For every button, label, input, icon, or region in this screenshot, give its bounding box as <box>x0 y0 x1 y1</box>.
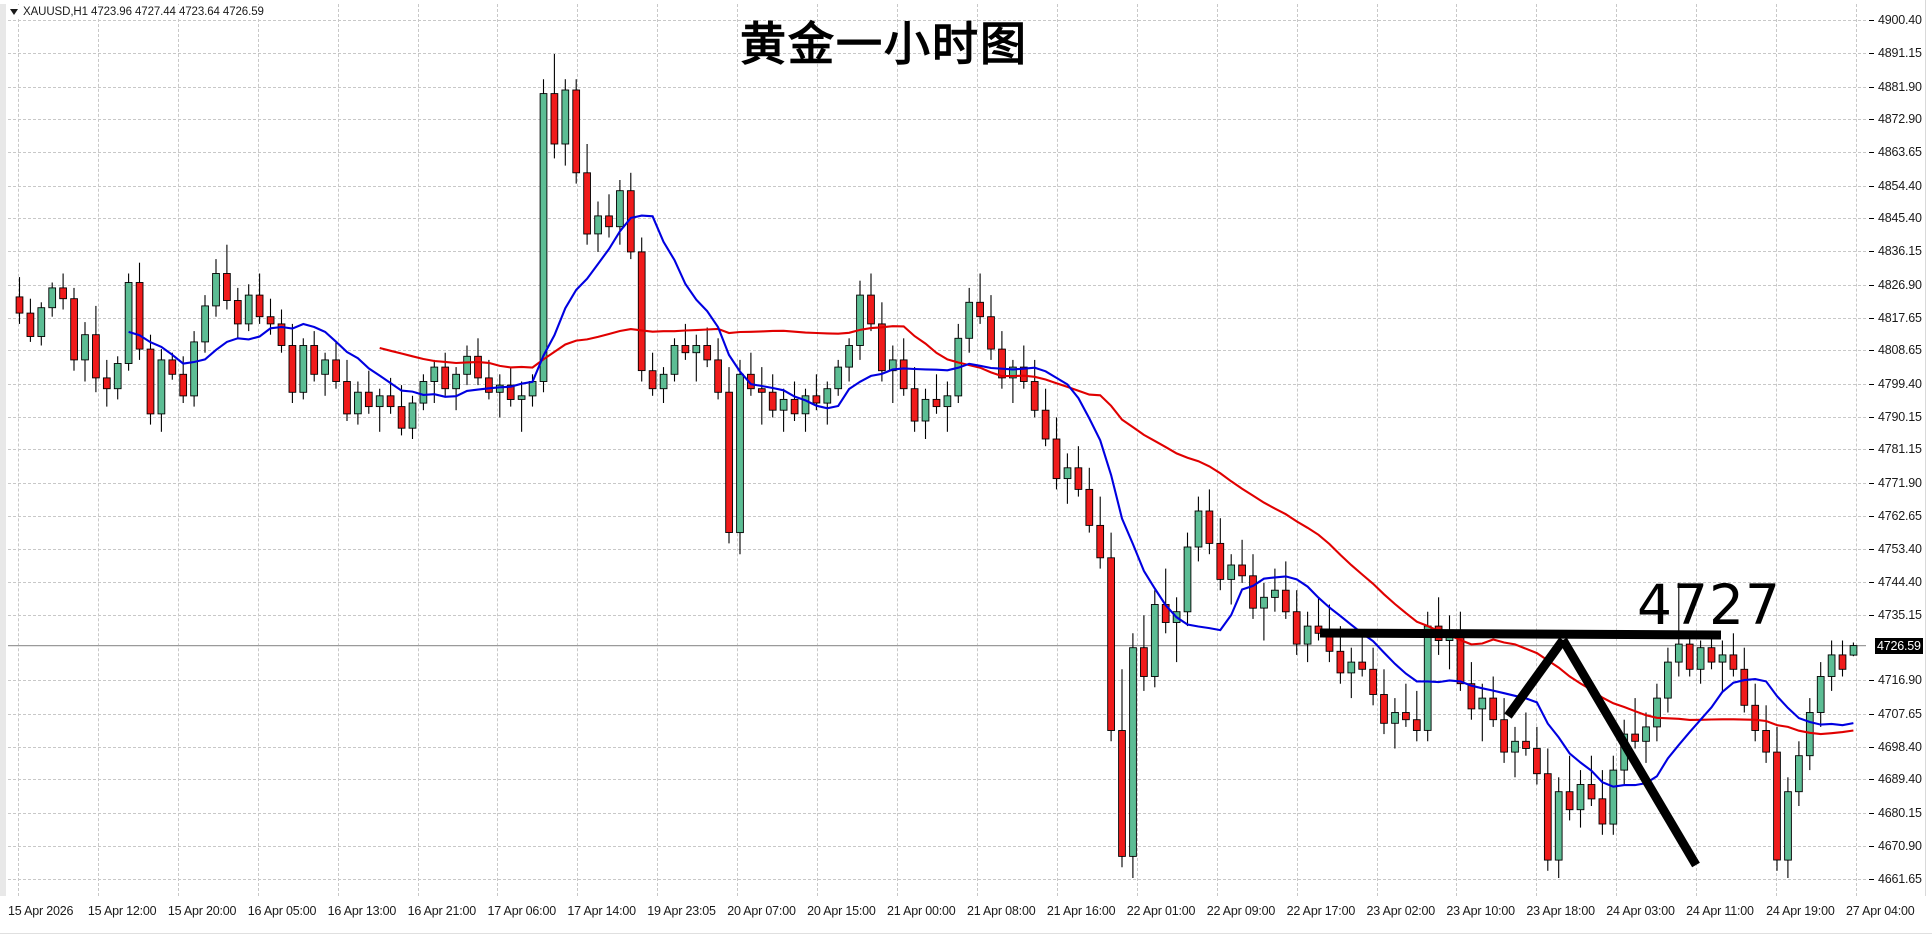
price-axis-tick <box>1869 449 1874 451</box>
price-axis-tick <box>1869 779 1874 781</box>
price-axis-tick <box>1869 317 1874 319</box>
time-axis-tick-label: 23 Apr 02:00 <box>1366 904 1436 918</box>
symbol-ohlc-text: XAUUSD,H1 4723.96 4727.44 4723.64 4726.5… <box>23 6 264 18</box>
time-axis-tick-label: 27 Apr 04:00 <box>1846 904 1915 918</box>
price-axis-tick-label: 4872.90 <box>1878 112 1922 127</box>
time-axis-tick-label: 23 Apr 10:00 <box>1446 904 1515 918</box>
price-axis-tick <box>1869 383 1874 385</box>
price-axis-tick-label: 4799.40 <box>1878 376 1922 391</box>
price-axis-tick <box>1869 482 1874 484</box>
price-axis-tick-label: 4836.15 <box>1878 244 1922 259</box>
price-axis-tick <box>1869 614 1874 616</box>
time-axis-tick-label: 17 Apr 14:00 <box>567 904 636 918</box>
time-axis-tick-label: 23 Apr 18:00 <box>1526 904 1595 918</box>
time-axis-tick-label: 15 Apr 12:00 <box>87 904 157 918</box>
price-axis-tick <box>1869 713 1874 715</box>
price-axis-tick <box>1869 680 1874 682</box>
price-axis-tick-label: 4771.90 <box>1878 475 1922 490</box>
time-axis-tick-label: 24 Apr 03:00 <box>1606 904 1675 918</box>
left-gutter <box>0 4 6 896</box>
price-axis-tick-label: 4854.40 <box>1878 178 1922 193</box>
triangle-down-icon[interactable] <box>10 9 18 15</box>
page-title: 黄金一小时图 <box>740 17 1028 71</box>
price-axis-tick-label: 4863.65 <box>1878 145 1922 160</box>
price-axis-tick-label: 4735.15 <box>1878 607 1922 622</box>
moving-average-layer <box>128 214 1854 788</box>
axis-right-edge <box>1925 0 1926 896</box>
time-axis-tick-label: 22 Apr 09:00 <box>1206 904 1276 918</box>
price-axis-tick <box>1869 86 1874 88</box>
price-axis-tick-label: 4891.15 <box>1878 46 1922 61</box>
price-axis-tick <box>1869 152 1874 154</box>
price-axis-tick <box>1869 20 1874 22</box>
time-axis-tick-label: 17 Apr 06:00 <box>487 904 556 918</box>
price-axis-tick-label: 4790.15 <box>1878 409 1922 424</box>
time-axis-tick-label: 21 Apr 16:00 <box>1046 904 1116 918</box>
time-axis-tick-label: 15 Apr 20:00 <box>167 904 237 918</box>
time-axis-tick-label: 16 Apr 21:00 <box>407 904 477 918</box>
price-axis-tick-label: 4826.90 <box>1878 277 1922 292</box>
price-axis-tick-label: 4817.65 <box>1878 310 1922 325</box>
price-axis-tick-label: 4670.90 <box>1878 838 1922 853</box>
price-axis-tick <box>1869 879 1874 881</box>
price-axis-tick <box>1869 549 1874 551</box>
time-axis-tick-label: 15 Apr 2026 <box>8 904 74 918</box>
time-axis-tick-label: 22 Apr 01:00 <box>1126 904 1196 918</box>
price-axis-tick-label: 4900.40 <box>1878 13 1922 28</box>
time-axis-tick-label: 20 Apr 15:00 <box>807 904 876 918</box>
price-axis-tick <box>1869 119 1874 121</box>
symbol-info-bar[interactable]: XAUUSD,H1 4723.96 4727.44 4723.64 4726.5… <box>10 5 267 19</box>
price-axis-tick-label: 4716.90 <box>1878 673 1922 688</box>
price-axis-tick-label: 4661.65 <box>1878 872 1922 887</box>
time-axis-tick-label: 20 Apr 07:00 <box>727 904 796 918</box>
price-axis-tick <box>1869 515 1874 517</box>
price-axis-tick <box>1869 218 1874 220</box>
price-axis-tick <box>1869 845 1874 847</box>
price-axis-tick <box>1869 581 1874 583</box>
price-axis-tick-label: 4881.90 <box>1878 79 1922 94</box>
price-axis-tick <box>1869 185 1874 187</box>
price-axis-tick-label: 4698.40 <box>1878 740 1922 755</box>
price-axis-tick-label: 4781.15 <box>1878 442 1922 457</box>
price-axis-tick <box>1869 284 1874 286</box>
time-axis-tick-label: 21 Apr 00:00 <box>887 904 956 918</box>
price-axis-tick <box>1869 416 1874 418</box>
time-axis-tick-label: 24 Apr 11:00 <box>1686 904 1754 918</box>
price-axis-tick <box>1869 251 1874 253</box>
candlestick-layer <box>15 54 1858 878</box>
price-axis-tick-label: 4808.65 <box>1878 343 1922 358</box>
price-axis[interactable]: 4900.40 4891.15 4881.90 4872.90 4863.65 4854.… <box>1869 0 1932 896</box>
price-axis-tick <box>1869 812 1874 814</box>
current-price-label: 4726.59 <box>1875 637 1923 654</box>
price-axis-tick-label: 4845.40 <box>1878 211 1922 226</box>
price-axis-tick <box>1869 53 1874 55</box>
time-axis-tick-label: 16 Apr 05:00 <box>247 904 317 918</box>
chart-plot-area[interactable] <box>8 4 1868 896</box>
time-axis[interactable]: 15 Apr 2026 15 Apr 12:00 15 Apr 20:00 16 Ap… <box>0 897 1932 934</box>
time-axis-tick-label: 24 Apr 19:00 <box>1766 904 1835 918</box>
price-axis-tick-label: 4762.65 <box>1878 508 1922 523</box>
time-axis-tick-label: 19 Apr 23:05 <box>647 904 716 918</box>
price-axis-tick-label: 4744.40 <box>1878 574 1922 589</box>
price-annotation-label: 4727 <box>1637 573 1781 637</box>
price-axis-tick-label: 4689.40 <box>1878 772 1922 787</box>
price-axis-tick-label: 4753.40 <box>1878 542 1922 557</box>
price-axis-tick-label: 4680.15 <box>1878 805 1922 820</box>
drawing-annotation-layer[interactable] <box>8 4 1868 896</box>
price-axis-tick <box>1869 350 1874 352</box>
time-axis-tick-label: 22 Apr 17:00 <box>1286 904 1356 918</box>
time-axis-tick-label: 21 Apr 08:00 <box>966 904 1036 918</box>
price-axis-tick <box>1869 747 1874 749</box>
time-axis-tick-label: 16 Apr 13:00 <box>327 904 397 918</box>
price-axis-tick-label: 4707.65 <box>1878 706 1922 721</box>
